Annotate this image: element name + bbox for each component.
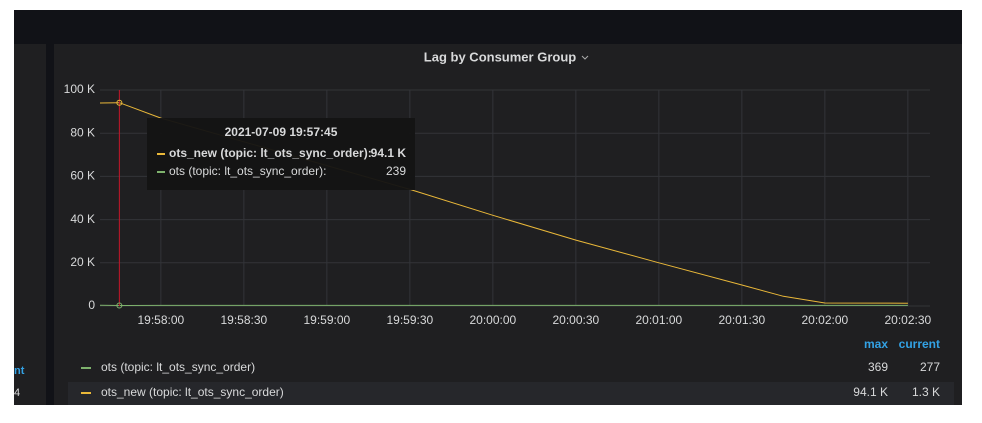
y-tick-label: 0 [88, 298, 95, 312]
x-tick-label: 19:58:30 [221, 313, 268, 327]
y-tick-label: 60 K [70, 169, 95, 183]
legend-current: 1.3 K [912, 385, 940, 399]
legend-label: ots (topic: lt_ots_sync_order) [101, 360, 255, 374]
legend-row-bg [68, 382, 954, 405]
panel-title[interactable]: Lag by Consumer Group [424, 49, 576, 64]
legend-header: max [864, 337, 888, 351]
tooltip-value: 94.1 K [371, 146, 407, 160]
x-tick-label: 19:59:00 [304, 313, 351, 327]
tooltip-time: 2021-07-09 19:57:45 [225, 125, 338, 139]
tooltip-bg [147, 118, 415, 190]
left-panel [14, 44, 46, 405]
y-tick-label: 40 K [70, 212, 95, 226]
panel [54, 44, 962, 405]
left-panel-header: nt [14, 365, 25, 377]
hover-point [116, 302, 123, 309]
x-tick-label: 19:58:00 [138, 313, 185, 327]
tooltip-value: 239 [386, 164, 406, 178]
legend: max current ots (topic: lt_ots_sync_order)… [81, 337, 940, 399]
x-tick-label: 20:00:00 [470, 313, 517, 327]
legend-max: 94.1 K [853, 385, 888, 399]
legend-max: 369 [868, 360, 888, 374]
x-tick-label: 20:01:30 [719, 313, 766, 327]
legend-current: 277 [920, 360, 940, 374]
hover-point [116, 99, 123, 106]
tooltip-label: ots_new (topic: lt_ots_sync_order): [169, 146, 372, 160]
x-tick-label: 20:02:30 [885, 313, 932, 327]
x-tick-label: 20:01:00 [636, 313, 683, 327]
y-tick-label: 100 K [64, 82, 95, 96]
y-tick-label: 20 K [70, 255, 95, 269]
left-panel-value: 4 [14, 387, 20, 399]
legend-label: ots_new (topic: lt_ots_sync_order) [101, 385, 284, 399]
tooltip-label: ots (topic: lt_ots_sync_order): [169, 164, 326, 178]
title-chevron[interactable] [581, 55, 589, 60]
x-tick-label: 20:00:30 [553, 313, 600, 327]
y-tick-label: 80 K [70, 125, 95, 139]
x-tick-label: 19:59:30 [387, 313, 434, 327]
legend-header: current [899, 337, 940, 351]
tooltip: 2021-07-09 19:57:45 ots_new (topic: lt_o… [147, 118, 415, 190]
x-tick-label: 20:02:00 [802, 313, 849, 327]
